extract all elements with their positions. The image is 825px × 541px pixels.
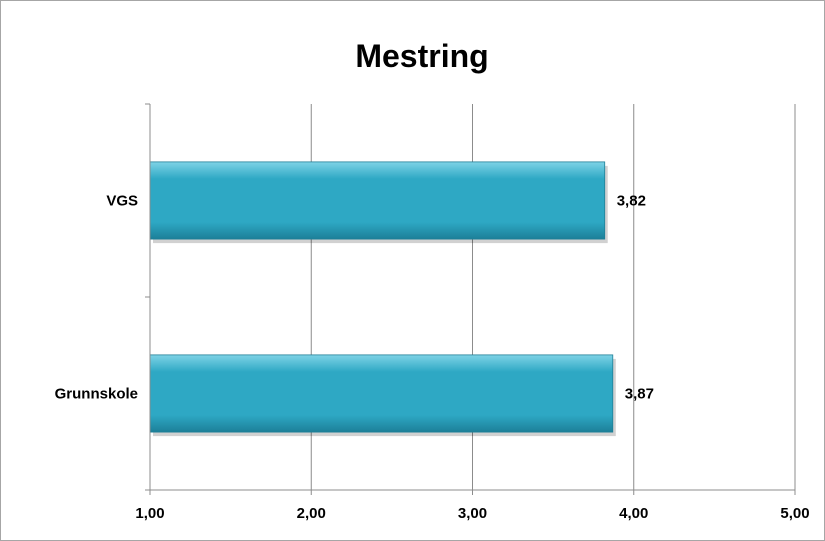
category-label: Grunnskole [55,386,138,403]
bars: 3,82 3,87 [149,161,654,437]
x-tick-label: 1,00 [135,505,164,522]
data-label: 3,82 [617,193,646,210]
category-label: VGS [106,193,138,210]
x-tick-label: 4,00 [619,505,648,522]
chart-title: Mestring [355,38,488,74]
bar [149,354,614,433]
x-tick-label: 5,00 [780,505,809,522]
y-axis: VGS Grunnskole [55,103,151,491]
x-tick-label: 3,00 [458,505,487,522]
bar [149,161,606,240]
x-tick-label: 2,00 [297,505,326,522]
data-label: 3,87 [625,386,654,403]
x-axis: 1,00 2,00 3,00 4,00 5,00 [135,489,810,522]
